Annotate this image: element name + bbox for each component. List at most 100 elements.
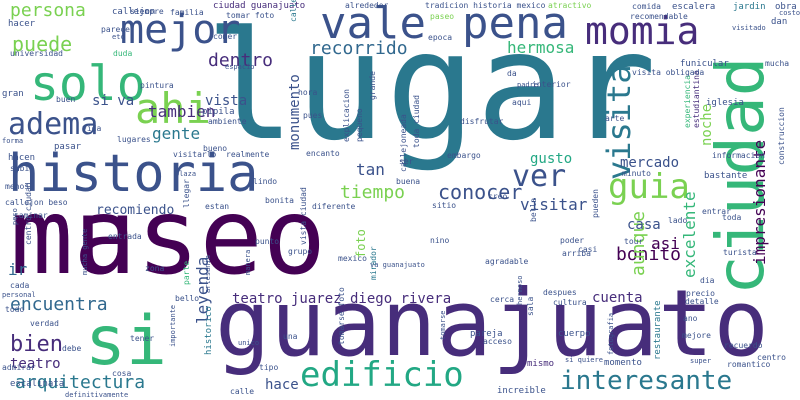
word-informacion: informacion — [712, 151, 765, 160]
word-tomar-foto: tomar foto — [226, 11, 275, 20]
word-entrada: entrada — [108, 232, 142, 241]
word-comida: comida — [632, 2, 661, 11]
word-atractivo: atractivo — [548, 1, 592, 10]
word-verdad: verdad — [30, 319, 59, 328]
word-detalle: detalle — [685, 297, 719, 306]
word-vida: vida — [82, 124, 102, 133]
word-manera: manera — [244, 249, 252, 275]
word-pintura: pintura — [140, 81, 174, 90]
word-edificio: edificio — [300, 355, 464, 395]
word-disfrutar: disfrutar — [460, 117, 504, 126]
word-super: super — [690, 357, 712, 365]
word-nino: nino — [430, 236, 450, 245]
word-lado: lado — [668, 216, 688, 225]
word-fotografia: fotografia — [607, 312, 615, 355]
word-tradicion-historia-mexico: tradicion historia mexico — [425, 1, 546, 10]
word-callejones: callejones — [289, 0, 298, 22]
word-definitivamente: definitivamente — [65, 391, 129, 399]
word-unico: unico — [238, 339, 260, 347]
word-creo: creo — [488, 192, 508, 201]
word-momento: momento — [604, 358, 642, 368]
word-tipo: tipo — [259, 363, 279, 372]
word-escalera: escalera — [672, 2, 716, 12]
word-si: si — [85, 302, 167, 381]
word-escalinata: escalinata — [10, 379, 65, 389]
word-siempre: siempre — [130, 7, 164, 16]
word-mexico: mexico — [338, 254, 367, 263]
word-cuerpo: cuerpo — [558, 329, 591, 339]
word-hora: hora — [298, 88, 318, 97]
word-duda: duda — [113, 49, 133, 58]
word-realmente: realmente — [226, 150, 270, 159]
word-diferente: diferente — [312, 202, 356, 211]
word-hermosa: hermosa — [507, 38, 575, 57]
word-museo: museo — [10, 176, 327, 298]
word-vista: vista — [205, 93, 248, 109]
word-bonita: bonita — [265, 196, 294, 205]
word-increible: increible — [497, 386, 546, 396]
word-pueden: pueden — [591, 189, 600, 218]
word-visitarlo: visitarlo — [173, 150, 217, 159]
word-dan: dan — [771, 17, 788, 27]
word-hacer: hacer — [8, 19, 36, 29]
word-recorrido: recorrido — [310, 38, 408, 59]
word-gusto: gusto — [530, 151, 573, 167]
word-callejon-beso: callejon beso — [5, 198, 68, 207]
word-agradable: agradable — [485, 257, 529, 266]
word-ir: ir — [8, 260, 28, 279]
word-tiempo: tiempo — [340, 182, 406, 203]
word-dentro: dentro — [208, 50, 274, 71]
word-toda-ciudad: toda ciudad — [412, 95, 421, 148]
word-pareja: pareja — [470, 329, 503, 339]
word-espacio: espacio — [225, 63, 255, 71]
word-recomendable: recomendable — [630, 12, 688, 21]
word-noche: noche — [699, 103, 715, 146]
word-arquitectura: arquitectura — [15, 372, 146, 393]
word-si-va: si va — [92, 93, 135, 109]
word-pena: pena — [462, 0, 568, 49]
word-arriba: arriba — [562, 249, 591, 258]
word-guia: guia — [608, 167, 690, 207]
word-restaurante: restaurante — [653, 300, 663, 360]
word-tomarse-foto: tomarse foto — [337, 287, 346, 345]
word-recomiendo: recomiendo — [96, 203, 175, 218]
word-pues: pues — [303, 111, 323, 120]
word-todo: todo — [5, 305, 25, 314]
word-visitado: visitado — [732, 24, 766, 32]
word-interesante: interesante — [560, 366, 733, 396]
word-subir: subir — [10, 164, 35, 173]
word-mejore: mejore — [682, 331, 711, 340]
word-mismo: mismo — [527, 359, 555, 369]
word-hace: hace — [265, 377, 299, 393]
word-estan: estan — [205, 202, 230, 211]
word-pequeno: pequeno — [355, 108, 364, 142]
word-arte: arte — [605, 114, 625, 123]
word-dia: dia — [700, 276, 715, 285]
word-monumento: monumento — [287, 74, 303, 150]
word-peso: peso — [11, 208, 19, 225]
word-mucha: mucha — [765, 59, 790, 68]
word-cerca: cerca — [490, 295, 515, 304]
word-ma: ma — [10, 176, 137, 298]
word-interior: interior — [532, 80, 571, 89]
word-obra: obra — [775, 2, 797, 12]
word-explicacion: explicacion — [342, 89, 351, 142]
word-ver: ver — [512, 159, 567, 194]
word-poder: poder — [560, 236, 585, 245]
word-familia: familia — [170, 8, 204, 17]
word-hermoso: hermoso — [516, 275, 524, 305]
word-una: una — [283, 332, 298, 341]
word-padre: padre — [517, 81, 539, 89]
word-importante: importante — [169, 304, 177, 347]
word-centro-ciudad: centro ciudad — [24, 182, 33, 245]
word-despues: despues — [543, 288, 577, 297]
word-si-quiere: si quiere — [565, 356, 603, 364]
word-minuto: minuto — [622, 169, 651, 178]
word-ciudad-guanajuato: ciudad guanajuato — [213, 1, 306, 11]
word-mercado: mercado — [620, 155, 680, 171]
word-tan: tan — [356, 160, 385, 179]
word-buen: buen — [56, 95, 76, 104]
word-plaza: plaza — [175, 170, 197, 178]
word-calle: calle — [230, 387, 255, 396]
